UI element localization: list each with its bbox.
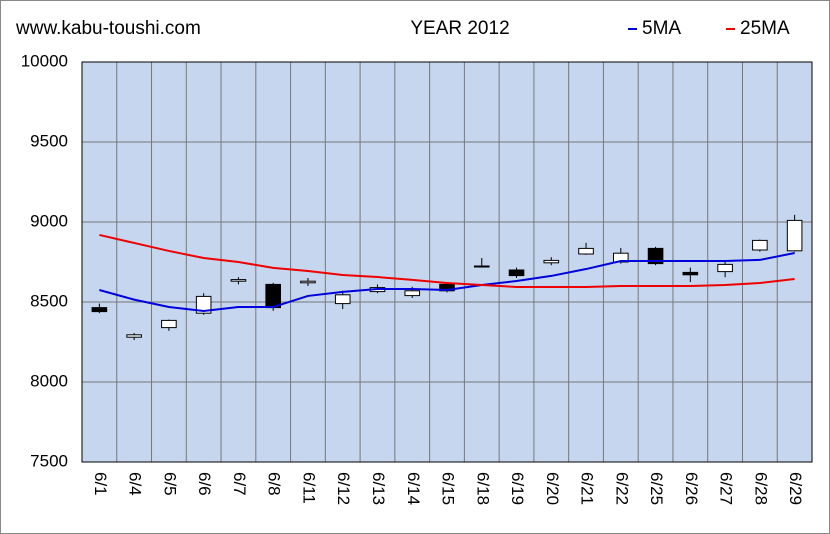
candle-body [265,283,281,309]
x-tick-label: 6/29 [786,472,805,505]
x-tick-label: 6/13 [369,472,388,505]
candle-body [752,239,768,251]
ma-line [99,233,795,288]
plot-border [81,61,813,463]
candle-body [161,319,177,329]
x-tick-label: 6/28 [751,472,770,505]
x-tick-label: 6/11 [299,472,318,504]
y-tick-label: 7500 [30,451,68,470]
x-tick-label: 6/5 [160,472,179,496]
candle-body [786,219,803,252]
y-tick-label: 10000 [21,51,68,70]
x-tick-label: 6/6 [195,472,214,496]
legend-label: 25MA [740,18,790,39]
x-tick-label: 6/18 [473,472,492,505]
x-tick-label: 6/15 [439,472,458,505]
x-tick-label: 6/12 [334,472,353,505]
x-tick-label: 6/4 [126,472,145,496]
y-tick-label: 9500 [30,131,68,150]
candle-body [543,259,560,264]
x-tick-label: 6/21 [578,472,597,505]
x-tick-label: 6/19 [508,472,527,505]
candle-body [334,294,351,305]
candle-body [91,307,108,313]
x-tick-label: 6/26 [682,472,701,505]
x-tick-label: 6/8 [265,472,284,496]
candle-body [508,269,525,277]
x-tick-label: 6/20 [543,472,562,505]
candle-body [300,280,316,284]
chart-title: YEAR 2012 [410,18,509,39]
x-tick-label: 6/14 [404,472,423,505]
candle-body [473,265,490,268]
y-tick-label: 9000 [30,211,68,230]
y-tick-label: 8500 [30,291,68,310]
site-name: www.kabu-toushi.com [15,18,201,39]
x-tick-label: 6/7 [230,472,249,496]
candle-body [647,247,664,265]
x-tick-label: 6/27 [717,472,736,505]
legend-label: 5MA [642,18,681,39]
y-tick-label: 8000 [30,371,68,390]
x-tick-label: 6/25 [647,472,666,505]
candle-body [682,271,699,276]
candle-body [195,295,212,314]
candle-body [578,247,594,255]
x-tick-label: 6/1 [91,472,110,496]
candle-body [717,263,733,273]
x-tick-label: 6/22 [612,472,631,505]
candle-body [126,334,142,338]
candle-body [230,279,247,282]
candle-body [404,290,421,297]
ma-line [99,252,795,312]
